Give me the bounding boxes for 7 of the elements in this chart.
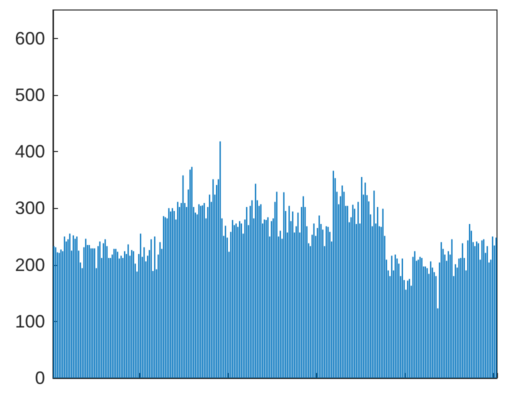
y-tick-label: 600 (14, 28, 45, 48)
y-tick-label: 0 (34, 368, 45, 388)
y-tick-label: 500 (14, 84, 45, 105)
y-tick-label: 300 (14, 198, 45, 218)
y-tick-label: 400 (14, 142, 45, 162)
y-tick-label: 200 (14, 254, 45, 275)
y-tick-label: 100 (14, 311, 45, 332)
